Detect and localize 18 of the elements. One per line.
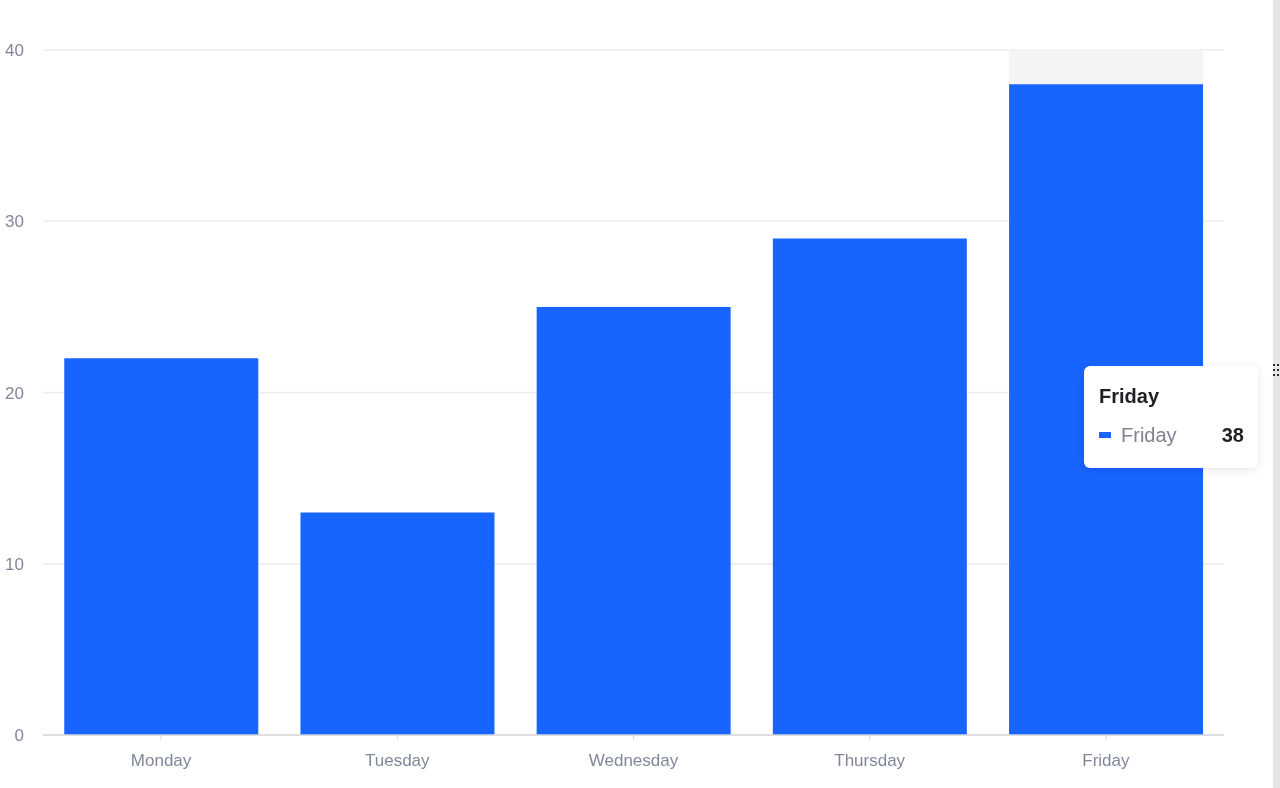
x-tick-label: Tuesday [365, 751, 431, 771]
annotation: 38 [1221, 423, 1244, 447]
y-tick-label: 20 [5, 383, 24, 403]
y-tick-label: 0 [14, 726, 24, 746]
y-tick-label: 10 [5, 554, 24, 574]
x-tick-label: Monday [130, 751, 192, 771]
bar [64, 358, 259, 735]
x-tick-label: Thursday [834, 751, 906, 771]
tooltip-card: Friday Friday 38 [1084, 366, 1258, 468]
annotation: Friday [1121, 423, 1177, 447]
annotation: Friday [1099, 384, 1161, 408]
x-tick-label: Wednesday [588, 751, 679, 771]
bar [772, 238, 967, 735]
y-tick-label: 40 [5, 41, 24, 61]
y-tick-label: 30 [5, 212, 24, 232]
bar [536, 306, 731, 735]
x-tick-label: Friday [1082, 751, 1131, 771]
bar [300, 512, 495, 735]
